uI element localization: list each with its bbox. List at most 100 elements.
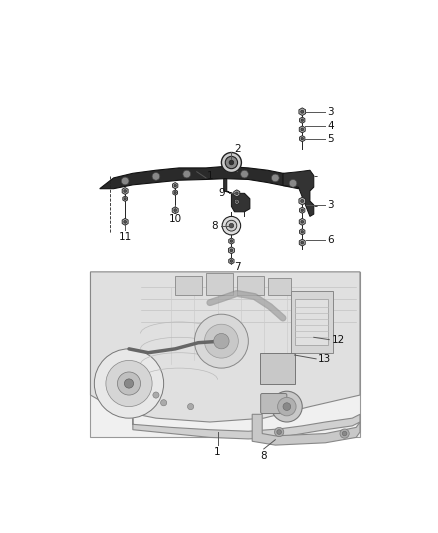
Circle shape (301, 209, 304, 212)
Bar (291, 291, 333, 353)
Text: 6: 6 (328, 235, 334, 245)
Circle shape (205, 324, 238, 358)
Text: 13: 13 (318, 354, 331, 364)
Circle shape (183, 170, 191, 178)
Circle shape (106, 360, 152, 407)
Circle shape (283, 403, 291, 410)
Polygon shape (260, 353, 294, 384)
Text: 4: 4 (328, 120, 334, 131)
Circle shape (161, 400, 167, 406)
Bar (268, 278, 291, 295)
Bar (294, 299, 328, 345)
Polygon shape (299, 239, 305, 246)
Polygon shape (234, 199, 239, 205)
Circle shape (94, 349, 164, 418)
Circle shape (222, 216, 240, 235)
Text: 7: 7 (234, 262, 241, 272)
Polygon shape (299, 126, 305, 133)
Polygon shape (300, 229, 305, 235)
Polygon shape (228, 247, 234, 254)
Circle shape (124, 190, 127, 192)
Text: 8: 8 (211, 221, 218, 231)
Polygon shape (173, 182, 178, 189)
Bar (206, 273, 233, 295)
Text: 9: 9 (219, 188, 225, 198)
Circle shape (240, 170, 248, 178)
Text: 12: 12 (332, 335, 345, 345)
Text: 3: 3 (328, 200, 334, 210)
FancyBboxPatch shape (261, 393, 287, 414)
Circle shape (301, 110, 304, 113)
Polygon shape (300, 207, 305, 213)
Text: 10: 10 (169, 214, 182, 224)
Circle shape (230, 249, 233, 252)
Polygon shape (299, 219, 305, 225)
Text: 5: 5 (328, 134, 334, 144)
Circle shape (236, 201, 238, 203)
Circle shape (174, 184, 177, 187)
Bar (175, 276, 202, 295)
Circle shape (229, 223, 234, 228)
Bar (91, 272, 360, 438)
Circle shape (229, 160, 234, 165)
Circle shape (342, 431, 347, 436)
Polygon shape (133, 414, 360, 439)
Polygon shape (234, 190, 240, 197)
Bar (237, 276, 264, 295)
Polygon shape (224, 179, 250, 212)
Circle shape (301, 221, 304, 223)
Circle shape (214, 334, 229, 349)
Circle shape (301, 231, 304, 233)
Circle shape (230, 260, 233, 262)
Circle shape (153, 392, 159, 398)
Circle shape (225, 156, 237, 168)
Text: 1: 1 (214, 447, 221, 457)
Polygon shape (122, 188, 128, 195)
Circle shape (275, 427, 284, 437)
Circle shape (272, 174, 279, 182)
Circle shape (174, 209, 177, 212)
Circle shape (278, 398, 296, 416)
Bar (225, 163, 237, 172)
Circle shape (174, 191, 176, 193)
Circle shape (301, 199, 304, 203)
Polygon shape (283, 170, 314, 216)
Polygon shape (300, 117, 305, 123)
Circle shape (121, 177, 129, 185)
Polygon shape (229, 258, 234, 264)
Text: 1: 1 (207, 172, 213, 181)
Circle shape (194, 314, 248, 368)
Text: 8: 8 (261, 451, 267, 461)
Text: 11: 11 (119, 232, 132, 242)
Text: 2: 2 (234, 144, 241, 154)
Circle shape (277, 430, 282, 434)
Circle shape (272, 391, 302, 422)
Polygon shape (299, 197, 306, 205)
Circle shape (124, 198, 126, 200)
Circle shape (226, 220, 237, 231)
Polygon shape (300, 135, 305, 142)
Text: 3: 3 (328, 108, 334, 117)
Circle shape (117, 372, 141, 395)
Polygon shape (173, 190, 177, 195)
Circle shape (301, 128, 304, 131)
Polygon shape (252, 414, 360, 445)
Circle shape (230, 240, 233, 243)
Circle shape (289, 180, 297, 187)
Circle shape (152, 173, 160, 180)
Circle shape (301, 119, 304, 122)
Polygon shape (299, 108, 306, 116)
Circle shape (301, 241, 304, 244)
Polygon shape (100, 166, 298, 189)
Circle shape (124, 221, 127, 223)
Polygon shape (91, 272, 360, 422)
Circle shape (187, 403, 194, 410)
Polygon shape (172, 207, 178, 214)
Circle shape (301, 138, 304, 140)
Polygon shape (122, 219, 128, 225)
Circle shape (124, 379, 134, 388)
Circle shape (221, 152, 241, 173)
Circle shape (235, 192, 238, 195)
Polygon shape (123, 196, 127, 201)
Circle shape (340, 429, 349, 438)
